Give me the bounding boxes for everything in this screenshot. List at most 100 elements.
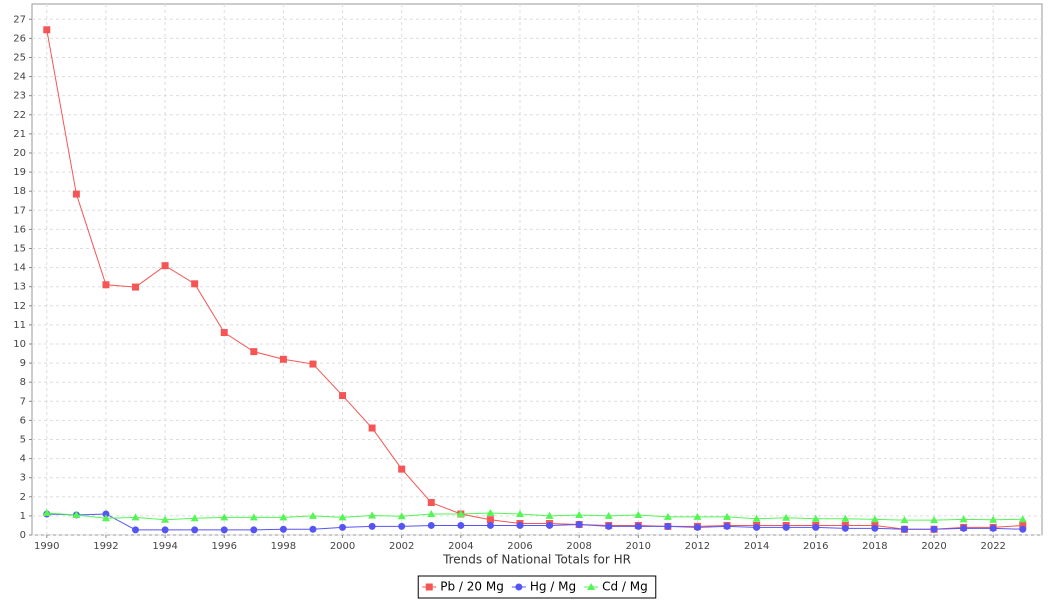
marker [102, 281, 110, 289]
marker [161, 262, 169, 270]
x-tick-label: 2016 [803, 541, 828, 552]
marker [131, 513, 140, 521]
legend-box [417, 575, 657, 599]
marker [516, 521, 524, 529]
marker [515, 509, 524, 517]
marker [870, 515, 879, 523]
y-tick-label: 2 [20, 492, 26, 503]
y-tick-label: 3 [20, 473, 26, 484]
marker [634, 522, 642, 530]
marker [101, 514, 110, 522]
marker [339, 523, 347, 531]
x-tick-label: 2014 [744, 541, 769, 552]
x-tick-label: 2006 [507, 541, 532, 552]
marker [161, 515, 170, 523]
marker [693, 512, 702, 520]
marker [486, 521, 494, 529]
marker [1018, 515, 1027, 523]
x-tick-label: 2020 [921, 541, 946, 552]
y-tick-label: 9 [20, 358, 26, 369]
marker [161, 526, 169, 534]
x-tick-label: 1992 [93, 541, 118, 552]
marker [368, 424, 376, 432]
x-tick-label: 1990 [34, 541, 59, 552]
marker [753, 523, 761, 531]
line [46, 29, 1023, 530]
x-tick-label: 2002 [389, 541, 414, 552]
y-tick-label: 20 [13, 148, 26, 159]
marker [782, 523, 790, 531]
marker [427, 509, 436, 517]
marker [456, 509, 465, 517]
marker [279, 513, 288, 521]
marker [43, 26, 51, 34]
y-tick-label: 13 [13, 282, 26, 293]
marker [339, 392, 347, 400]
marker [664, 522, 672, 530]
marker [425, 583, 433, 591]
marker [811, 514, 820, 522]
x-tick-label: 2012 [685, 541, 710, 552]
marker [368, 522, 376, 530]
y-tick-label: 7 [20, 396, 26, 407]
marker [309, 525, 317, 533]
marker [900, 525, 908, 533]
marker [338, 513, 347, 521]
y-tick-label: 16 [13, 224, 26, 235]
marker [279, 525, 287, 533]
marker [190, 514, 199, 522]
legend-label: Hg / Mg [530, 580, 576, 594]
line [46, 513, 1023, 531]
x-tick-label: 2022 [980, 541, 1005, 552]
marker [191, 280, 199, 288]
series [43, 510, 1027, 534]
y-tick-label: 11 [13, 320, 26, 331]
marker [587, 583, 596, 590]
marker [989, 524, 997, 532]
y-tick-label: 18 [13, 186, 26, 197]
marker [191, 526, 199, 534]
marker [959, 515, 968, 523]
y-tick-label: 21 [13, 129, 26, 140]
marker [72, 190, 80, 198]
y-tick-label: 12 [13, 301, 26, 312]
legend: Pb / 20 Mg Hg / Mg Cd / Mg [417, 575, 657, 599]
marker [250, 348, 258, 356]
x-tick-label: 2008 [566, 541, 591, 552]
marker [515, 583, 523, 591]
marker [132, 526, 140, 534]
marker [663, 512, 672, 520]
marker [575, 510, 584, 518]
y-tick-label: 24 [13, 72, 26, 83]
y-tick-label: 6 [20, 415, 26, 426]
legend-label: Pb / 20 Mg [440, 580, 504, 594]
marker [841, 514, 850, 522]
y-tick-label: 8 [20, 377, 26, 388]
marker [546, 521, 554, 529]
marker [427, 521, 435, 529]
x-tick-label: 2004 [448, 541, 473, 552]
marker [486, 516, 494, 524]
marker [634, 510, 643, 518]
y-tick-label: 17 [13, 205, 26, 216]
marker [693, 523, 701, 531]
x-tick-label: 1996 [212, 541, 237, 552]
series [42, 509, 1027, 524]
plot-area [31, 3, 1043, 536]
marker [1019, 525, 1027, 533]
y-tick-label: 1 [20, 511, 26, 522]
y-tick-label: 23 [13, 91, 26, 102]
marker [960, 524, 968, 532]
marker [457, 521, 465, 529]
x-axis-title: Trends of National Totals for HR [442, 553, 631, 567]
marker [1019, 521, 1027, 529]
marker [279, 355, 287, 363]
marker [397, 512, 406, 520]
marker [102, 510, 110, 518]
marker [871, 524, 879, 532]
x-tick-label: 2010 [626, 541, 651, 552]
marker [782, 513, 791, 521]
marker [398, 522, 406, 530]
x-tick-label: 1994 [152, 541, 177, 552]
